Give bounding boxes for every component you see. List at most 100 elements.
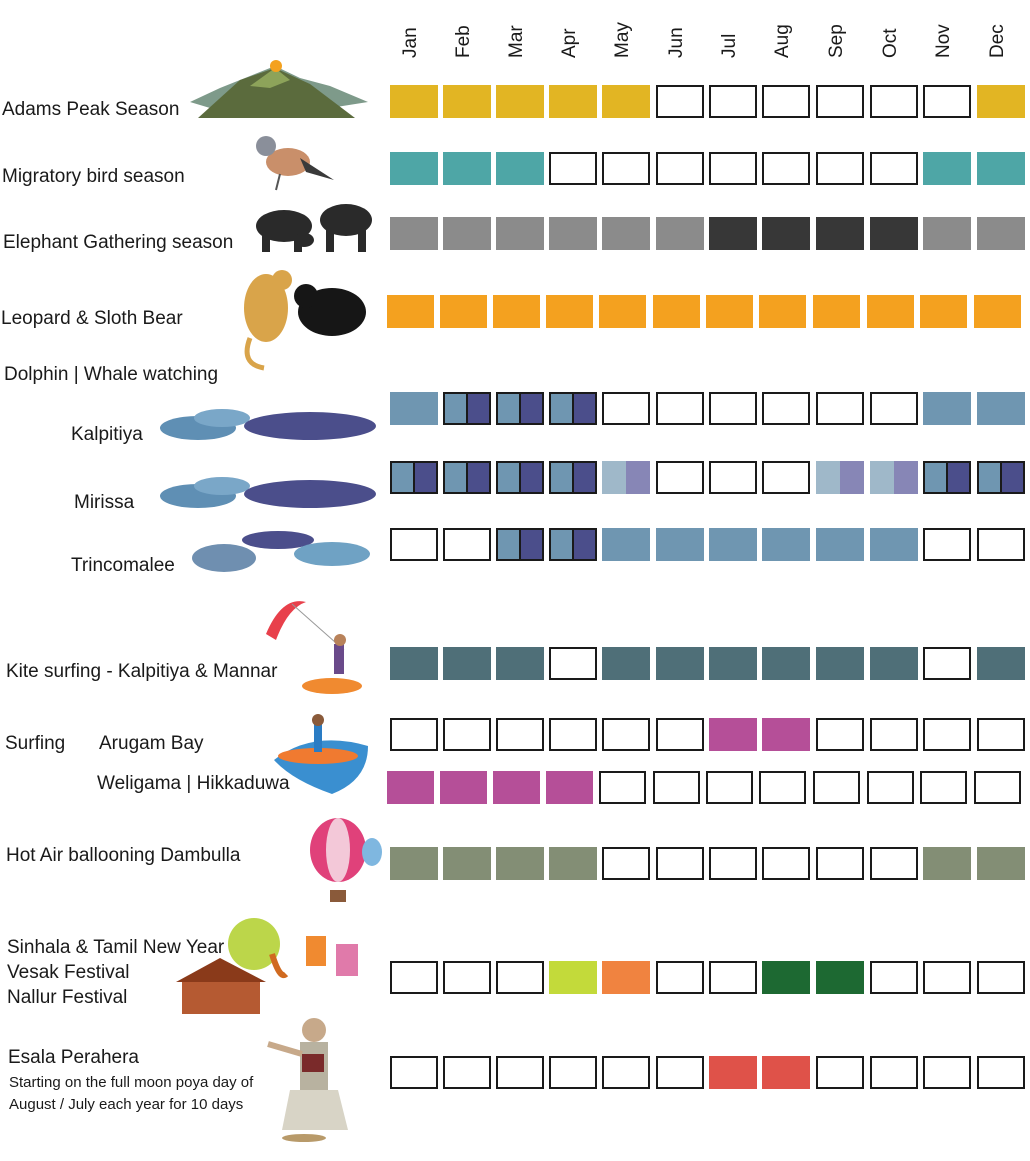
cell-leopard-oct — [867, 295, 914, 328]
cell-adams-jul — [709, 85, 757, 118]
cell-mirissa-aug — [762, 461, 810, 494]
row-label-weligama-hikkaduwa: Weligama | Hikkaduwa — [97, 773, 290, 794]
bird-icon — [256, 136, 334, 191]
cell-bird-nov — [923, 152, 971, 185]
cell-weligama-jun — [653, 771, 700, 804]
cell-kite-dec — [977, 647, 1025, 680]
cell-festivals-jan — [390, 961, 438, 994]
cell-perahera-aug — [762, 1056, 810, 1089]
month-jun: Jun — [666, 6, 696, 58]
cell-kalpitiya-nov — [923, 392, 971, 425]
cell-mirissa-jun — [656, 461, 704, 494]
perahera-note-line-1: Starting on the full moon poya day of — [9, 1074, 254, 1091]
month-label: Nov — [933, 24, 954, 58]
cell-adams-aug — [762, 85, 810, 118]
cell-festivals-nov — [923, 961, 971, 994]
cell-elephant-sep — [816, 217, 864, 250]
cell-balloon-oct — [870, 847, 918, 880]
month-dec: Dec — [987, 6, 1017, 58]
cell-weligama-nov — [920, 771, 967, 804]
cell-kite-feb — [443, 647, 491, 680]
cell-festivals-feb — [443, 961, 491, 994]
cell-bird-apr — [549, 152, 597, 185]
cell-elephant-jan — [390, 217, 438, 250]
cell-adams-jun — [656, 85, 704, 118]
cell-trinco-nov — [923, 528, 971, 561]
cell-festivals-mar — [496, 961, 544, 994]
cell-adams-dec — [977, 85, 1025, 118]
cell-arugam-nov — [923, 718, 971, 751]
row-label-kite-surfing: Kite surfing - Kalpitiya & Mannar — [6, 661, 278, 682]
month-sep: Sep — [826, 6, 856, 58]
month-label: Oct — [880, 28, 901, 58]
cell-weligama-may — [599, 771, 646, 804]
row-label-new-year: Sinhala & Tamil New Year — [7, 937, 225, 958]
cell-adams-apr — [549, 85, 597, 118]
perahera-note-line-2: August / July each year for 10 days — [9, 1096, 244, 1113]
cell-kite-nov — [923, 647, 971, 680]
cell-adams-jan — [390, 85, 438, 118]
cell-arugam-dec — [977, 718, 1025, 751]
month-label: Jan — [400, 27, 421, 58]
cell-adams-mar — [496, 85, 544, 118]
cell-mirissa-nov — [923, 461, 971, 494]
cell-bird-jun — [656, 152, 704, 185]
cell-leopard-dec — [974, 295, 1021, 328]
cell-bird-oct — [870, 152, 918, 185]
cell-weligama-aug — [759, 771, 806, 804]
cell-festivals-jul — [709, 961, 757, 994]
row-label-nallur: Nallur Festival — [7, 987, 128, 1008]
cell-leopard-apr — [546, 295, 593, 328]
cell-kalpitiya-apr — [549, 392, 597, 425]
month-label: Dec — [987, 24, 1008, 58]
cell-mirissa-sep — [816, 461, 864, 494]
cell-perahera-nov — [923, 1056, 971, 1089]
cell-trinco-oct — [870, 528, 918, 561]
cell-balloon-jul — [709, 847, 757, 880]
cell-kalpitiya-jul — [709, 392, 757, 425]
surfer-icon — [274, 714, 368, 794]
cell-elephant-nov — [923, 217, 971, 250]
cell-bird-jul — [709, 152, 757, 185]
cell-arugam-aug — [762, 718, 810, 751]
cell-adams-nov — [923, 85, 971, 118]
cell-leopard-may — [599, 295, 646, 328]
month-oct: Oct — [880, 6, 910, 58]
cell-elephant-jun — [656, 217, 704, 250]
cell-trinco-sep — [816, 528, 864, 561]
cell-balloon-nov — [923, 847, 971, 880]
cell-weligama-oct — [867, 771, 914, 804]
cell-arugam-may — [602, 718, 650, 751]
row-label-leopard-sloth-bear: Leopard & Sloth Bear — [1, 308, 183, 329]
cell-balloon-feb — [443, 847, 491, 880]
cell-balloon-mar — [496, 847, 544, 880]
cell-arugam-jul — [709, 718, 757, 751]
cell-balloon-jan — [390, 847, 438, 880]
month-feb: Feb — [453, 6, 483, 58]
cell-elephant-aug — [762, 217, 810, 250]
cell-bird-sep — [816, 152, 864, 185]
cell-festivals-dec — [977, 961, 1025, 994]
row-label-vesak: Vesak Festival — [7, 962, 130, 983]
cell-kalpitiya-aug — [762, 392, 810, 425]
month-apr: Apr — [559, 6, 589, 58]
cell-weligama-feb — [440, 771, 487, 804]
cell-festivals-apr — [549, 961, 597, 994]
cell-kalpitiya-mar — [496, 392, 544, 425]
cell-perahera-may — [602, 1056, 650, 1089]
cell-trinco-feb — [443, 528, 491, 561]
whale-dolphin-icon — [192, 531, 370, 572]
cell-weligama-apr — [546, 771, 593, 804]
cell-kite-sep — [816, 647, 864, 680]
cell-leopard-aug — [759, 295, 806, 328]
elephant-icon — [256, 204, 372, 252]
cell-mirissa-oct — [870, 461, 918, 494]
month-label: Jun — [666, 27, 687, 58]
row-label-esala-perahera: Esala Perahera — [8, 1047, 139, 1068]
cell-elephant-feb — [443, 217, 491, 250]
cell-perahera-apr — [549, 1056, 597, 1089]
cell-arugam-apr — [549, 718, 597, 751]
cell-trinco-jul — [709, 528, 757, 561]
row-label-hot-air-ballooning: Hot Air ballooning Dambulla — [6, 845, 241, 866]
cell-weligama-mar — [493, 771, 540, 804]
